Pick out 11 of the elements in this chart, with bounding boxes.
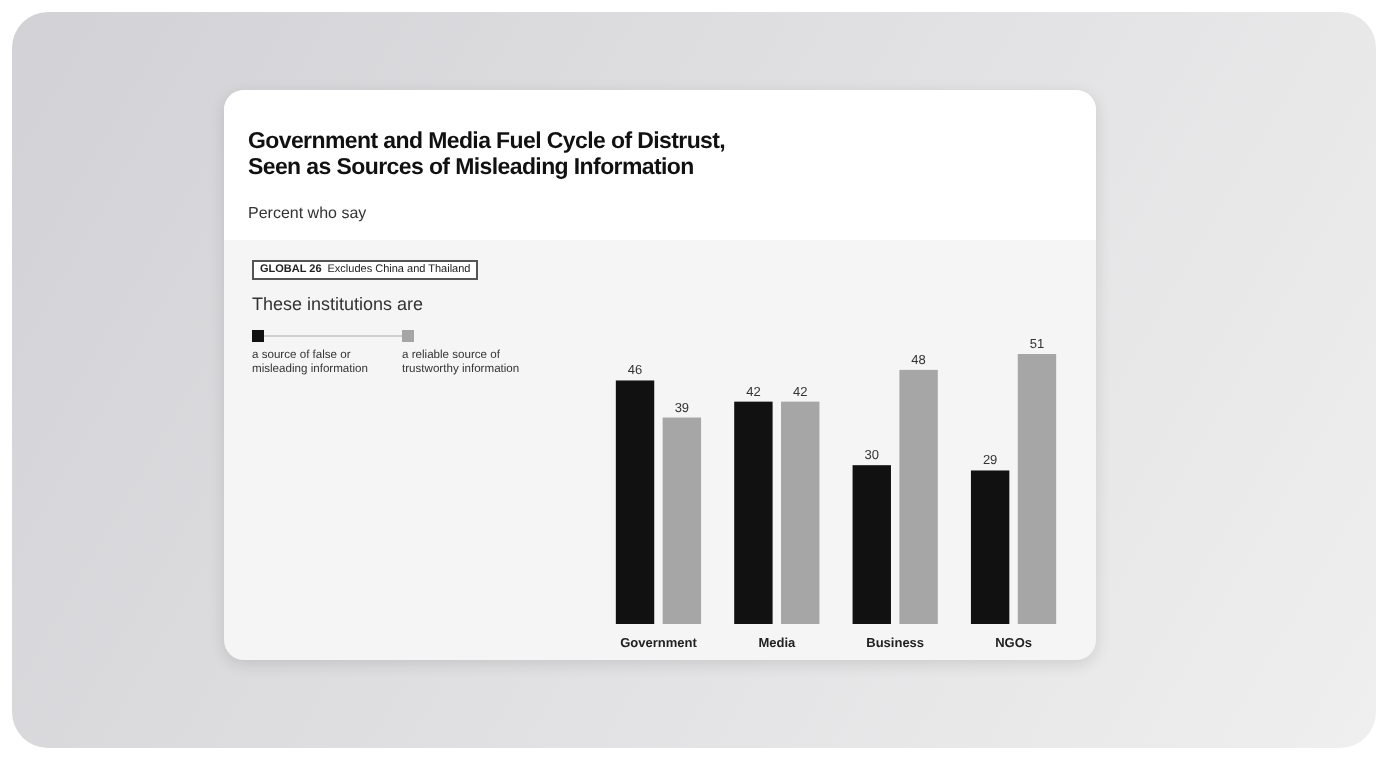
bar (781, 401, 820, 624)
text: Percent who say (248, 204, 367, 222)
bar (662, 417, 702, 624)
legend-title: These institutions are (252, 294, 424, 314)
bar (899, 369, 938, 624)
bar (615, 380, 655, 624)
bar (1017, 354, 1057, 624)
bar (852, 465, 891, 624)
chart-title: Government and Media Fuel Cycle of Distrust, Seen as Sources of Misleading Information (248, 130, 728, 182)
bar (734, 401, 773, 624)
bar (970, 470, 1010, 624)
